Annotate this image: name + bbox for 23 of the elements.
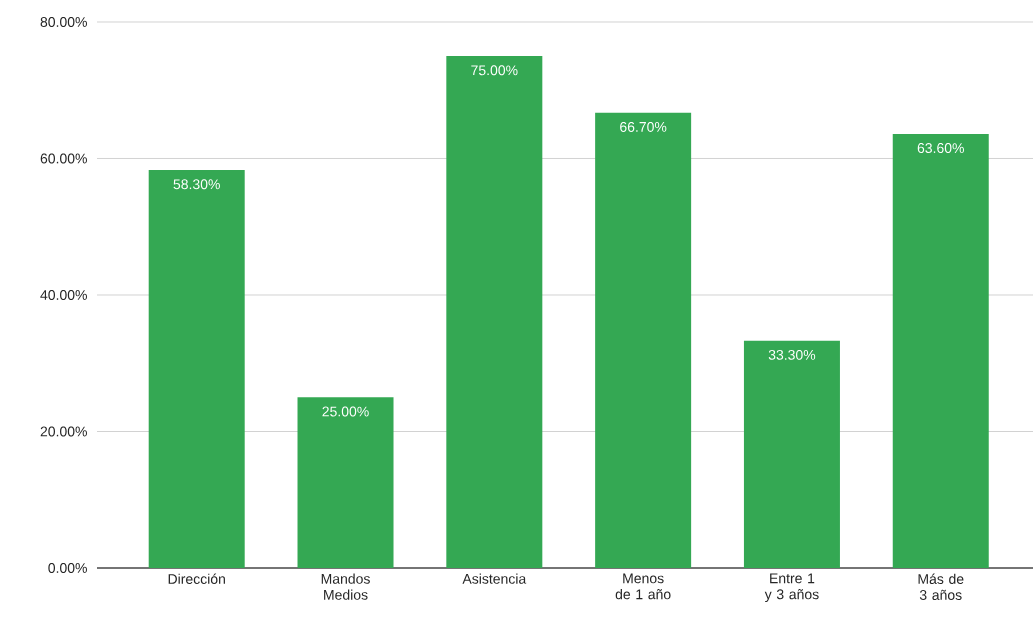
bar — [743, 340, 840, 568]
x-tick-label: Entre 1 y 3 años — [764, 573, 819, 603]
data-label: 63.60% — [917, 143, 964, 154]
bar — [148, 170, 245, 568]
bar — [595, 112, 692, 568]
data-label: 75.00% — [471, 65, 518, 76]
x-tick-label: Menos de 1 año — [615, 573, 671, 600]
data-label: 58.30% — [173, 179, 220, 190]
y-tick-label: 40.00% — [40, 290, 87, 300]
y-tick-label: 80.00% — [40, 17, 87, 27]
y-tick-label: 0.00% — [48, 563, 87, 573]
y-tick-label: 60.00% — [40, 153, 87, 164]
bar — [446, 56, 543, 568]
y-tick-label: 20.00% — [40, 426, 87, 437]
data-label: 66.70% — [620, 121, 667, 132]
x-tick-label: Asistencia — [462, 573, 527, 584]
bar — [297, 397, 394, 568]
x-tick-label: Dirección — [168, 573, 225, 584]
data-label: 25.00% — [322, 406, 369, 417]
bar — [892, 133, 989, 568]
x-tick-label: Mandos Medios — [321, 573, 370, 600]
data-label: 33.30% — [768, 349, 816, 360]
x-tick-label: Más de 3 años — [918, 573, 964, 600]
